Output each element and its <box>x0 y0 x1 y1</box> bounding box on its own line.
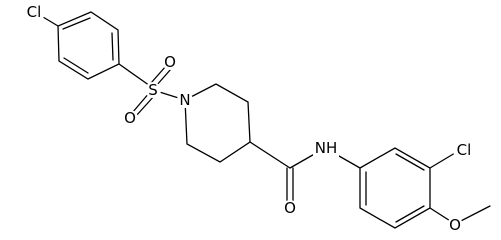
ring <box>184 83 251 163</box>
atom-label: Cl <box>27 3 42 21</box>
ring <box>57 11 120 80</box>
ring-double <box>62 17 114 74</box>
atom-label: O <box>124 109 136 127</box>
atom-label: N <box>179 91 190 109</box>
bond <box>150 65 172 87</box>
atom-label: O <box>449 216 461 234</box>
bond <box>249 141 291 169</box>
ring-double <box>365 153 425 223</box>
atom-labels: Cl S O O N O NH Cl O <box>23 1 475 234</box>
atom-label: O <box>284 199 296 217</box>
bond <box>131 91 156 117</box>
bond <box>118 63 154 89</box>
atom-label: NH <box>315 139 338 157</box>
atom-label: S <box>148 81 158 99</box>
ring <box>359 147 431 229</box>
atom-label: O <box>164 53 176 71</box>
bonds <box>37 11 491 229</box>
atom-label: Cl <box>457 141 472 159</box>
bond <box>286 167 294 205</box>
